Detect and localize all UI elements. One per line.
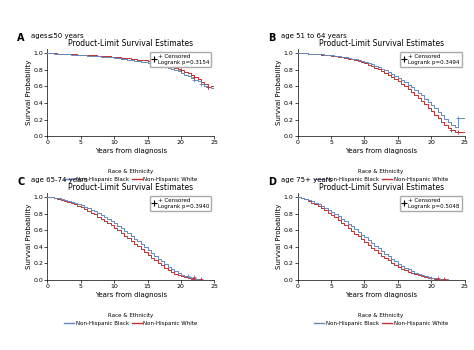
Text: ages≤50 years: ages≤50 years <box>31 33 83 39</box>
Legend: Non-Hispanic Black, Non-Hispanic White: Non-Hispanic Black, Non-Hispanic White <box>62 167 200 184</box>
X-axis label: Years from diagnosis: Years from diagnosis <box>95 292 167 298</box>
Legend: Non-Hispanic Black, Non-Hispanic White: Non-Hispanic Black, Non-Hispanic White <box>312 311 450 328</box>
Text: age 51 to 64 years: age 51 to 64 years <box>281 33 347 39</box>
Text: B: B <box>268 33 275 43</box>
Legend: Non-Hispanic Black, Non-Hispanic White: Non-Hispanic Black, Non-Hispanic White <box>62 311 200 328</box>
Title: Product-Limit Survival Estimates: Product-Limit Survival Estimates <box>319 39 444 48</box>
Title: Product-Limit Survival Estimates: Product-Limit Survival Estimates <box>68 39 193 48</box>
Title: Product-Limit Survival Estimates: Product-Limit Survival Estimates <box>319 183 444 192</box>
Y-axis label: Survval Probability: Survval Probability <box>276 204 282 269</box>
Title: Product-Limit Survival Estimates: Product-Limit Survival Estimates <box>68 183 193 192</box>
Text: age 75+ years: age 75+ years <box>281 177 332 183</box>
Text: age 65-74 years: age 65-74 years <box>31 177 88 183</box>
Legend: Non-Hispanic Black, Non-Hispanic White: Non-Hispanic Black, Non-Hispanic White <box>312 167 450 184</box>
Text: A: A <box>18 33 25 43</box>
X-axis label: Years from diagnosis: Years from diagnosis <box>345 292 417 298</box>
Text: C: C <box>18 177 25 187</box>
Y-axis label: Survval Probability: Survval Probability <box>26 60 32 125</box>
Y-axis label: Survval Probability: Survval Probability <box>276 60 282 125</box>
Y-axis label: Survval Probability: Survval Probability <box>26 204 32 269</box>
Text: D: D <box>268 177 276 187</box>
X-axis label: Years from diagnosis: Years from diagnosis <box>345 148 417 154</box>
X-axis label: Years from diagnosis: Years from diagnosis <box>95 148 167 154</box>
